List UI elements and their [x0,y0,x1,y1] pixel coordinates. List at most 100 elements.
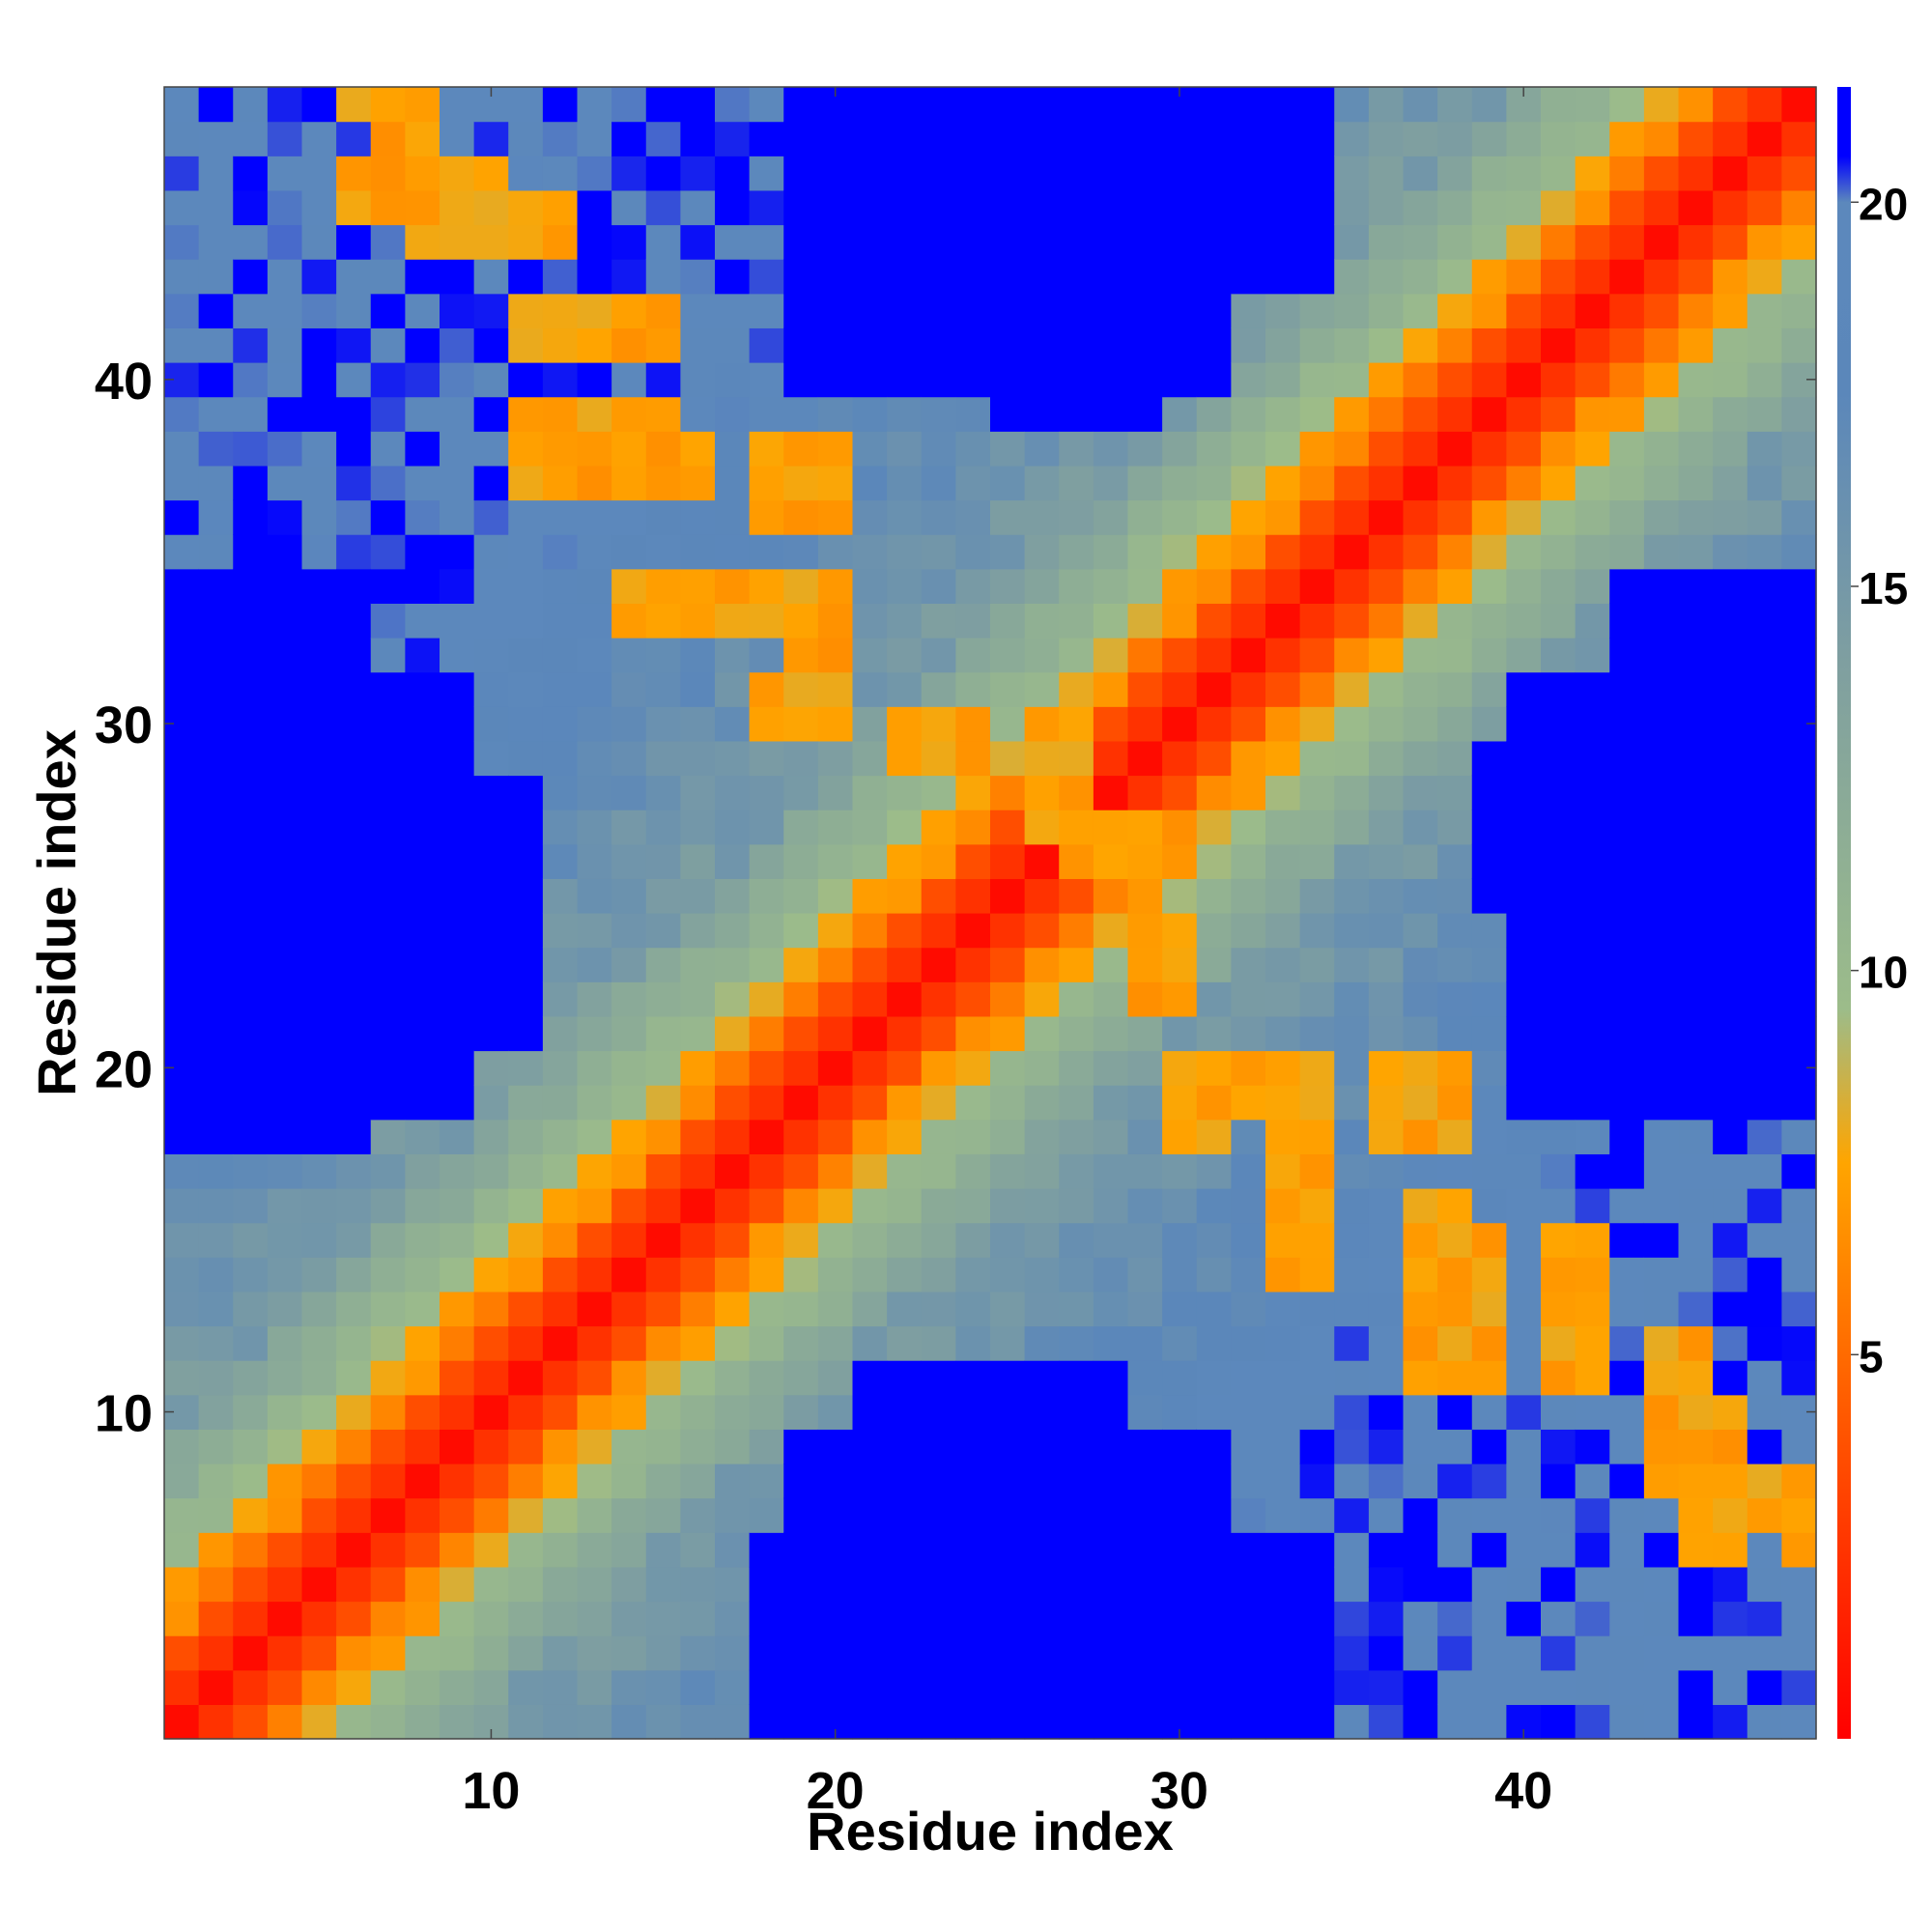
heatmap-cell [1643,810,1680,845]
heatmap-cell [1643,1463,1680,1499]
heatmap-cell [1059,1188,1094,1224]
heatmap-cell [1127,465,1163,501]
heatmap-cell [508,603,544,639]
heatmap-cell [1471,843,1507,879]
heatmap-cell [440,1360,475,1396]
heatmap-cell [405,259,440,295]
heatmap-cell [1265,1222,1301,1258]
heatmap-cell [1265,913,1301,949]
heatmap-cell [1609,1497,1645,1533]
heatmap-cell [1541,1360,1577,1396]
heatmap-cell [1678,1669,1714,1705]
heatmap-cell [1093,224,1129,260]
heatmap-cell [473,259,509,295]
heatmap-cell [1713,189,1748,226]
heatmap-cell [440,1222,475,1258]
heatmap-cell [473,947,509,982]
heatmap-cell [233,1704,269,1740]
heatmap-cell [1713,1635,1748,1671]
heatmap-cell [680,1015,716,1052]
heatmap-cell [817,121,854,156]
heatmap-cell [508,431,544,467]
heatmap-cell [440,1188,475,1224]
heatmap-cell [1299,465,1335,501]
heatmap-cell [1678,1257,1714,1293]
heatmap-cell [715,638,751,673]
heatmap-cell [1093,121,1129,156]
heatmap-cell [1334,1601,1370,1636]
heatmap-cell [887,568,923,604]
heatmap-cell [542,1497,579,1533]
heatmap-cell [1678,1704,1714,1740]
heatmap-cell [611,87,647,123]
heatmap-cell [1609,121,1645,156]
heatmap-cell [1196,981,1232,1017]
heatmap-cell [1541,1257,1577,1293]
heatmap-cell [645,224,681,260]
heatmap-cell [611,259,647,295]
heatmap-cell [852,499,888,535]
heatmap-cell [405,706,440,742]
heatmap-cell [749,1325,784,1361]
heatmap-cell [164,947,200,982]
heatmap-cell [1506,775,1542,810]
heatmap-cell [405,396,440,432]
heatmap-cell [1506,156,1542,191]
heatmap-cell [921,431,956,467]
heatmap-cell [887,603,923,639]
heatmap-cell [1334,1222,1370,1258]
heatmap-cell [921,465,956,501]
heatmap-cell [542,810,579,845]
heatmap-cell [990,740,1026,777]
heatmap-cell [1196,1601,1232,1636]
heatmap-cell [817,603,854,639]
heatmap-cell [473,156,509,191]
heatmap-cell [577,293,612,328]
heatmap-cell [1127,1497,1163,1533]
heatmap-cell [715,1188,751,1224]
heatmap-cell [783,1429,819,1464]
heatmap-cell [1368,1429,1405,1464]
heatmap-cell [164,396,200,432]
heatmap-cell [577,1463,612,1499]
heatmap-cell [1713,1566,1748,1603]
heatmap-cell [783,1532,819,1568]
heatmap-cell [817,224,854,260]
heatmap-cell [921,810,956,845]
heatmap-cell [577,1325,612,1361]
heatmap-cell [1059,1257,1094,1293]
heatmap-cell [955,362,991,398]
heatmap-cell [508,638,544,673]
heatmap-cell [1059,706,1094,742]
heatmap-cell [233,1222,269,1258]
heatmap-cell [645,740,681,777]
heatmap-cell [1471,1566,1507,1603]
heatmap-cell [852,740,888,777]
heatmap-cell [1643,1291,1680,1327]
heatmap-cell [1643,775,1680,810]
heatmap-cell [1678,465,1714,501]
heatmap-cell [1747,671,1782,707]
heatmap-cell [267,224,303,260]
heatmap-cell [164,1325,200,1361]
heatmap-cell [1506,534,1542,570]
heatmap-cell [1334,189,1370,226]
heatmap-cell [405,810,440,845]
heatmap-cell [440,603,475,639]
heatmap-cell [542,1119,579,1154]
heatmap-cell [542,1669,579,1705]
heatmap-cell [164,259,200,295]
heatmap-cell [645,362,681,398]
heatmap-cell [887,1119,923,1154]
heatmap-cell [405,740,440,777]
heatmap-cell [198,638,234,673]
heatmap-cell [1265,568,1301,604]
heatmap-cell [1747,534,1782,570]
heatmap-cell [680,293,716,328]
heatmap-cell [715,189,751,226]
heatmap-cell [577,810,612,845]
heatmap-cell [1127,1704,1163,1740]
heatmap-cell [990,1153,1026,1189]
heatmap-cell [1368,810,1405,845]
heatmap-cell [577,1050,612,1086]
